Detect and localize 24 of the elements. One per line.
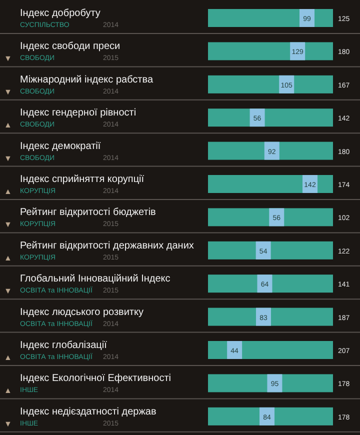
- category-label: Індекс демократії: [20, 140, 101, 152]
- text: ▼: [4, 286, 12, 296]
- category-label: Індекс глобалізації: [20, 340, 108, 351]
- text: ▼: [4, 220, 12, 230]
- text: ▼: [4, 419, 12, 428]
- category-label: Індекс Екологічної Ефективності: [20, 373, 172, 384]
- category-label: Рейтинг відкритості державних даних: [20, 240, 194, 252]
- text: ▼: [4, 87, 12, 96]
- text: ▲: [4, 187, 12, 196]
- text: ▲: [4, 386, 12, 396]
- text: ▲: [4, 120, 12, 130]
- text: ▼: [4, 154, 12, 163]
- category-label: Індекс добробуту: [20, 8, 100, 19]
- category-label: Індекс недієздатності держав: [20, 406, 156, 418]
- category-label: Індекс свободи преси: [20, 41, 120, 52]
- category-label: Глобальний Інноваційний Індекс: [20, 274, 170, 285]
- category-label: Рейтинг відкритості бюджетів: [20, 207, 156, 218]
- category-label: Індекс сприйняття корупції: [20, 174, 144, 185]
- category-label: Індекс людського розвитку: [20, 306, 144, 318]
- category-label: Індекс гендерної рівності: [20, 108, 136, 119]
- text: ▲: [4, 253, 12, 262]
- text: ▼: [4, 54, 12, 64]
- category-label: Міжнародний індекс рабства: [20, 74, 154, 86]
- text: ▲: [4, 353, 12, 362]
